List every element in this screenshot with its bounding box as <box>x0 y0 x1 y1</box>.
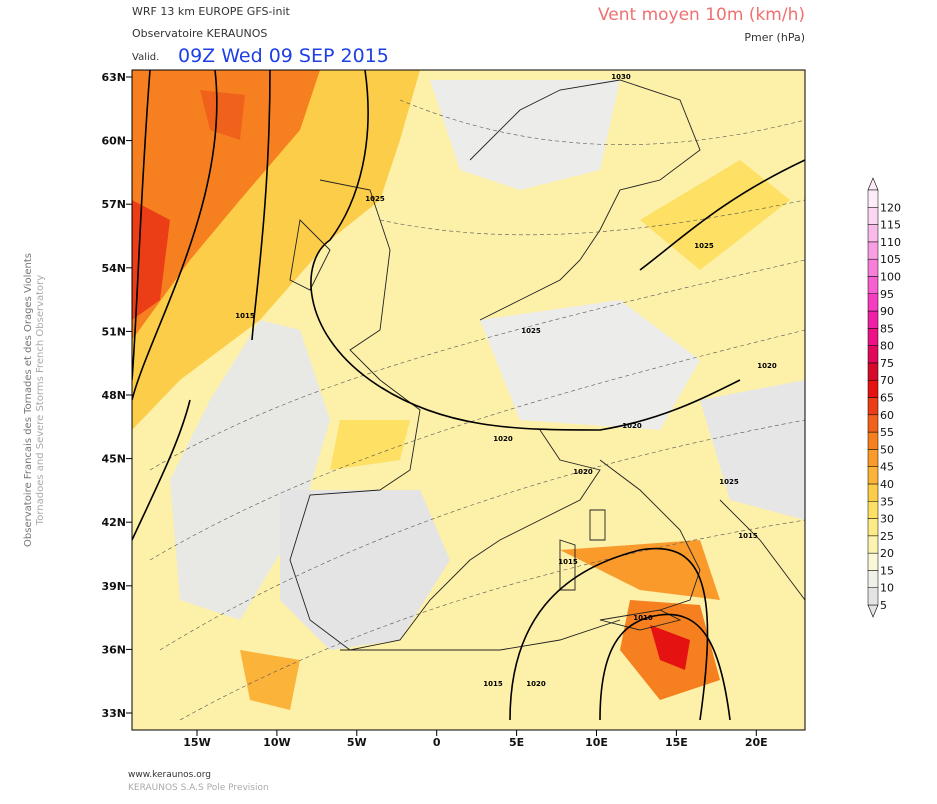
colorbar-swatch <box>867 466 879 485</box>
colorbar-swatch <box>867 258 879 277</box>
isobar-label: 1015 <box>483 680 503 688</box>
colorbar-swatch <box>867 293 879 312</box>
model-label: WRF 13 km EUROPE GFS-init <box>132 5 290 18</box>
colorbar-swatch <box>867 587 879 606</box>
isobar-label: 1025 <box>521 327 541 335</box>
lat-label: 51N <box>101 325 126 338</box>
lon-label: 5E <box>509 736 524 749</box>
field-title: Vent moyen 10m (km/h) <box>598 5 805 25</box>
colorbar-swatch <box>867 431 879 450</box>
colorbar-swatch <box>867 552 879 571</box>
lat-label: 63N <box>101 71 126 84</box>
colorbar-label: 5 <box>880 599 887 612</box>
colorbar-cap <box>867 604 879 618</box>
lat-label: 45N <box>101 453 126 466</box>
colorbar-label: 50 <box>880 443 894 456</box>
colorbar-label: 65 <box>880 392 894 405</box>
isobar-label: 1020 <box>493 435 513 443</box>
lat-label: 42N <box>101 516 126 529</box>
colorbar-label: 15 <box>880 564 894 577</box>
lon-label: 10E <box>585 736 608 749</box>
colorbar-swatch <box>867 276 879 295</box>
lat-label: 54N <box>101 262 126 275</box>
side-text: Observatoire Francais des Tornades et de… <box>23 253 34 547</box>
lat-label: 60N <box>101 135 126 148</box>
colorbar-label: 75 <box>880 357 894 370</box>
isobar-label: 1015 <box>738 532 758 540</box>
colorbar-label: 115 <box>880 219 901 232</box>
colorbar-cap <box>867 177 879 191</box>
colorbar-label: 55 <box>880 426 894 439</box>
colorbar-swatch <box>867 328 879 346</box>
colorbar-swatch <box>867 345 879 364</box>
contour-title: Pmer (hPa) <box>744 31 805 44</box>
lon-label: 15W <box>183 736 210 749</box>
isobar-label: 1015 <box>235 312 255 320</box>
footer-company: KERAUNOS S.A.S Pole Prevision <box>128 783 269 793</box>
colorbar-label: 105 <box>880 253 901 266</box>
lon-label: 10W <box>263 736 290 749</box>
colorbar-swatch <box>867 189 879 208</box>
isobar-label: 1020 <box>526 680 546 688</box>
colorbar-swatch <box>867 414 879 433</box>
lat-label: 48N <box>101 389 126 402</box>
colorbar-label: 20 <box>880 547 894 560</box>
colorbar-swatch <box>867 310 879 329</box>
valid-time: 09Z Wed 09 SEP 2015 <box>178 45 389 67</box>
colorbar-label: 80 <box>880 340 894 353</box>
lon-label: 0 <box>433 736 441 749</box>
isobar-label: 1015 <box>558 558 578 566</box>
colorbar-label: 70 <box>880 374 894 387</box>
colorbar-swatch <box>867 379 879 398</box>
map-frame <box>131 69 806 731</box>
lat-label: 36N <box>101 643 126 656</box>
colorbar-swatch <box>867 518 879 537</box>
lat-label: 57N <box>101 198 126 211</box>
lon-label: 20E <box>745 736 768 749</box>
colorbar-swatch <box>867 362 879 381</box>
colorbar-label: 60 <box>880 409 894 422</box>
lat-label: 33N <box>101 707 126 720</box>
colorbar-label: 90 <box>880 305 894 318</box>
colorbar-label: 10 <box>880 582 894 595</box>
colorbar-label: 100 <box>880 270 901 283</box>
side-text: Tornadoes and Severe Storms French Obser… <box>35 275 46 526</box>
colorbar-swatch <box>867 501 879 519</box>
colorbar-label: 45 <box>880 461 894 474</box>
lon-label: 5W <box>347 736 367 749</box>
colorbar-swatch <box>867 535 879 554</box>
org-label: Observatoire KERAUNOS <box>132 27 267 40</box>
colorbar-label: 30 <box>880 513 894 526</box>
isobar-label: 1010 <box>633 614 653 622</box>
isobar-label: 1020 <box>757 362 777 370</box>
colorbar-swatch <box>867 241 879 260</box>
colorbar-label: 95 <box>880 288 894 301</box>
map <box>132 70 805 730</box>
footer-site: www.keraunos.org <box>128 770 211 780</box>
colorbar-swatch <box>867 207 879 225</box>
colorbar-swatch <box>867 483 879 502</box>
lat-label: 39N <box>101 580 126 593</box>
colorbar-label: 85 <box>880 322 894 335</box>
colorbar-swatch <box>867 570 879 588</box>
colorbar-swatch <box>867 397 879 416</box>
colorbar-label: 35 <box>880 495 894 508</box>
colorbar-label: 120 <box>880 201 901 214</box>
isobar-label: 1025 <box>694 242 714 250</box>
isobar-label: 1020 <box>573 468 593 476</box>
isobar-label: 1020 <box>622 422 642 430</box>
valid-prefix: Valid. <box>132 52 159 63</box>
lon-label: 15E <box>665 736 688 749</box>
colorbar-label: 40 <box>880 478 894 491</box>
colorbar-swatch <box>867 224 879 243</box>
colorbar-swatch <box>867 449 879 467</box>
colorbar-label: 25 <box>880 530 894 543</box>
colorbar-label: 110 <box>880 236 901 249</box>
isobar-label: 1030 <box>611 73 631 81</box>
isobar-label: 1025 <box>365 195 385 203</box>
isobar-label: 1025 <box>719 478 739 486</box>
